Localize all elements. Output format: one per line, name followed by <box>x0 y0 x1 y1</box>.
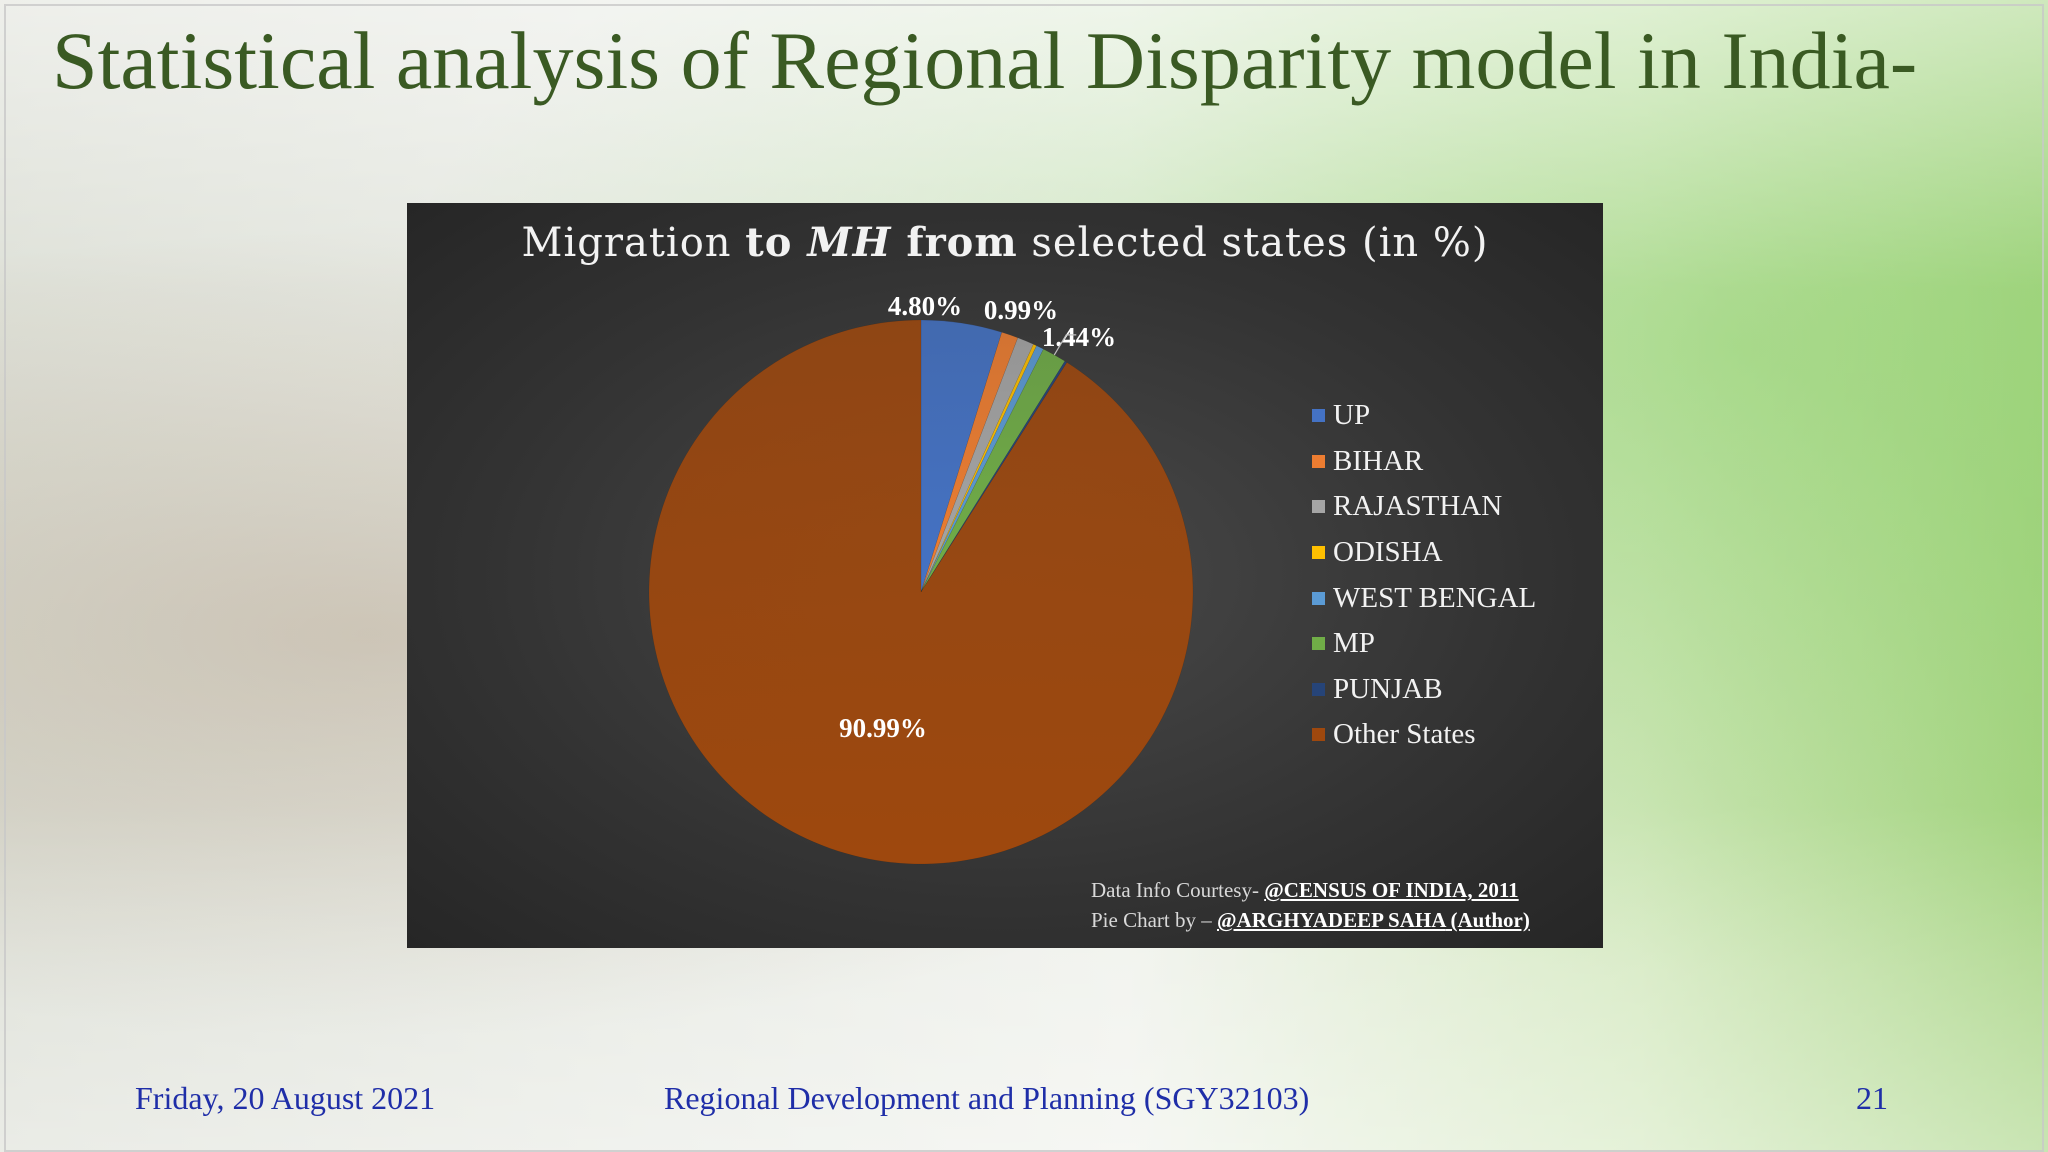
pie-slice-bihar <box>920 331 1019 593</box>
chart-title-part-4: from <box>891 219 1018 266</box>
credit-author-suffix: (Author) <box>1445 908 1530 932</box>
legend-swatch-odisha <box>1312 546 1325 560</box>
data-label-other-states: 90.99% <box>839 713 927 743</box>
pie-chart-panel: Migration to MH from selected states (in… <box>407 203 1603 948</box>
legend-swatch-other-states <box>1312 728 1325 742</box>
chart-title-part-2: to <box>745 219 808 266</box>
legend-item-other-states: Other States <box>1312 712 1592 758</box>
legend-item-rajasthan: RAJASTHAN <box>1312 484 1592 530</box>
legend-label-rajasthan: RAJASTHAN <box>1333 490 1503 523</box>
credit-author-prefix: Pie Chart by – <box>1091 908 1217 932</box>
legend-swatch-bihar <box>1312 454 1325 468</box>
legend-swatch-punjab <box>1312 682 1325 696</box>
legend-swatch-mp <box>1312 637 1325 651</box>
legend-item-mp: MP <box>1312 621 1592 667</box>
chart-credits: Data Info Courtesy- @CENSUS OF INDIA, 20… <box>1091 875 1591 935</box>
pie-slice-rajasthan <box>920 337 1034 593</box>
credit-data-link[interactable]: @CENSUS OF INDIA, 2011 <box>1264 878 1519 902</box>
slide-title: Statistical analysis of Regional Dispari… <box>52 15 1918 106</box>
pie-slice-odisha <box>920 343 1037 593</box>
legend-label-west-bengal: WEST BENGAL <box>1333 581 1537 614</box>
legend-swatch-west-bengal <box>1312 591 1325 605</box>
pie-slice-punjab <box>920 360 1068 593</box>
legend-swatch-up <box>1312 409 1325 423</box>
data-label-mp: 1.44% <box>1042 322 1116 352</box>
slide-frame <box>4 4 2044 1152</box>
legend-item-up: UP <box>1312 393 1592 439</box>
data-label-up: 4.80% <box>888 291 962 321</box>
legend-item-odisha: ODISHA <box>1312 530 1592 576</box>
credit-data-source: Data Info Courtesy- @CENSUS OF INDIA, 20… <box>1091 875 1591 905</box>
footer-date: Friday, 20 August 2021 <box>135 1080 436 1116</box>
pie-slice-west-bengal <box>920 345 1044 593</box>
legend-label-bihar: BIHAR <box>1333 444 1424 477</box>
pie-slice-up <box>920 319 1003 593</box>
chart-title-part-3: MH <box>807 219 892 266</box>
credit-author: Pie Chart by – @ARGHYADEEP SAHA (Author) <box>1091 905 1591 935</box>
legend-item-punjab: PUNJAB <box>1312 667 1592 713</box>
data-label-bihar: 0.99% <box>984 295 1058 325</box>
footer-course: Regional Development and Planning (SGY32… <box>664 1080 1310 1116</box>
credit-data-prefix: Data Info Courtesy- <box>1091 878 1265 902</box>
leader-line-mp <box>1053 334 1077 356</box>
legend-label-other-states: Other States <box>1333 718 1476 751</box>
credit-author-link[interactable]: @ARGHYADEEP SAHA <box>1217 908 1446 932</box>
footer-page-number: 21 <box>1856 1080 1888 1116</box>
legend-label-odisha: ODISHA <box>1333 536 1443 569</box>
chart-title-part-5: selected states (in %) <box>1017 220 1489 266</box>
chart-title: Migration to MH from selected states (in… <box>407 219 1603 266</box>
legend-swatch-rajasthan <box>1312 500 1325 514</box>
pie-slice-other-states <box>648 319 1194 865</box>
legend-label-mp: MP <box>1333 627 1375 660</box>
legend-item-west-bengal: WEST BENGAL <box>1312 575 1592 621</box>
legend-label-up: UP <box>1333 399 1371 432</box>
legend-item-bihar: BIHAR <box>1312 439 1592 485</box>
pie-chart: 4.80% 0.99%1.44% 90.99% <box>648 291 1194 865</box>
chart-title-part-1: Migration <box>521 220 746 266</box>
chart-legend: UP BIHAR RAJASTHAN ODISHA WEST BENGAL MP PUNJA… <box>1312 393 1592 758</box>
legend-label-punjab: PUNJAB <box>1333 672 1443 705</box>
